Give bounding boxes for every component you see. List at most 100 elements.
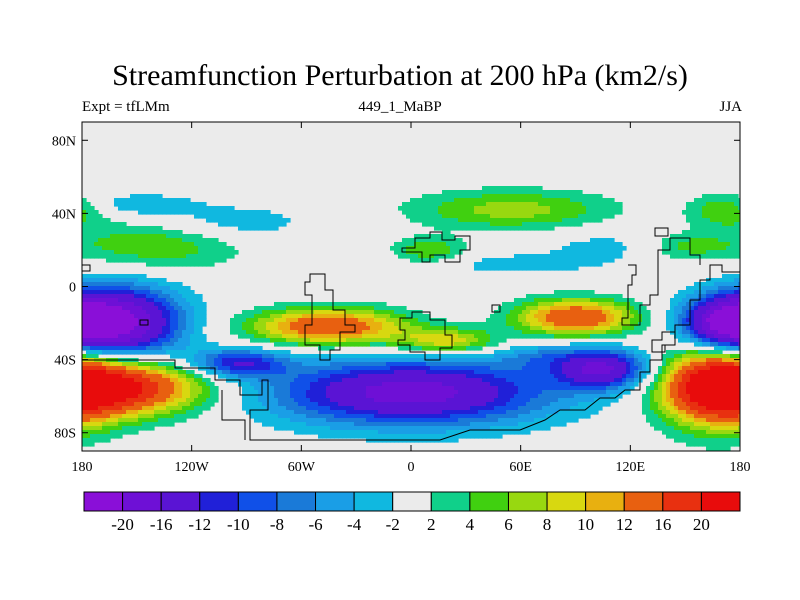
contour-cell xyxy=(378,334,383,339)
contour-cell xyxy=(102,286,107,291)
contour-cell xyxy=(446,338,451,343)
contour-cell xyxy=(126,346,131,351)
contour-cell xyxy=(506,390,511,395)
contour-cell xyxy=(250,210,255,215)
contour-cell xyxy=(426,422,431,427)
contour-cell xyxy=(554,310,559,315)
contour-cell xyxy=(506,218,511,223)
contour-cell xyxy=(306,398,311,403)
contour-cell xyxy=(298,326,303,331)
contour-cell xyxy=(506,314,511,319)
contour-cell xyxy=(506,334,511,339)
contour-cell xyxy=(270,422,275,427)
contour-cell xyxy=(154,330,159,335)
contour-cell xyxy=(530,366,535,371)
contour-cell xyxy=(414,314,419,319)
contour-cell xyxy=(354,358,359,363)
contour-cell xyxy=(126,426,131,431)
contour-cell xyxy=(538,410,543,415)
contour-cell xyxy=(354,322,359,327)
contour-cell xyxy=(222,366,227,371)
contour-cell xyxy=(538,186,543,191)
contour-cell xyxy=(558,390,563,395)
contour-cell xyxy=(182,390,187,395)
contour-cell xyxy=(250,318,255,323)
contour-cell xyxy=(94,398,99,403)
contour-cell xyxy=(122,342,127,347)
contour-cell xyxy=(482,418,487,423)
contour-cell xyxy=(134,274,139,279)
contour-cell xyxy=(510,186,515,191)
contour-cell xyxy=(414,426,419,431)
contour-cell xyxy=(118,306,123,311)
contour-cell xyxy=(126,370,131,375)
contour-cell xyxy=(118,426,123,431)
contour-cell xyxy=(414,218,419,223)
contour-cell xyxy=(114,242,119,247)
contour-cell xyxy=(442,234,447,239)
contour-cell xyxy=(90,222,95,227)
contour-cell xyxy=(510,226,515,231)
contour-cell xyxy=(282,406,287,411)
contour-cell xyxy=(370,330,375,335)
contour-cell xyxy=(534,226,539,231)
contour-cell xyxy=(86,254,91,259)
contour-cell xyxy=(318,334,323,339)
contour-cell xyxy=(502,422,507,427)
contour-cell xyxy=(326,366,331,371)
contour-cell xyxy=(326,402,331,407)
contour-cell xyxy=(570,258,575,263)
contour-cell xyxy=(82,306,87,311)
contour-cell xyxy=(462,422,467,427)
contour-cell xyxy=(402,254,407,259)
contour-cell xyxy=(518,390,523,395)
contour-cell xyxy=(162,418,167,423)
contour-cell xyxy=(146,234,151,239)
contour-cell xyxy=(186,286,191,291)
contour-cell xyxy=(398,254,403,259)
contour-cell xyxy=(190,410,195,415)
contour-cell xyxy=(430,346,435,351)
contour-cell xyxy=(86,218,91,223)
contour-cell xyxy=(110,370,115,375)
contour-cell xyxy=(310,354,315,359)
contour-cell xyxy=(482,186,487,191)
contour-cell xyxy=(130,406,135,411)
contour-cell xyxy=(82,222,87,227)
contour-cell xyxy=(458,362,463,367)
contour-cell xyxy=(242,390,247,395)
contour-cell xyxy=(562,266,567,271)
contour-cell xyxy=(454,382,459,387)
contour-cell xyxy=(334,386,339,391)
contour-cell xyxy=(546,266,551,271)
contour-cell xyxy=(554,222,559,227)
contour-cell xyxy=(142,286,147,291)
contour-cell xyxy=(410,322,415,327)
contour-cell xyxy=(558,290,563,295)
contour-cell xyxy=(502,202,507,207)
contour-cell xyxy=(286,402,291,407)
contour-cell xyxy=(546,370,551,375)
contour-cell xyxy=(562,394,567,399)
contour-cell xyxy=(546,306,551,311)
contour-cell xyxy=(454,190,459,195)
contour-cell xyxy=(146,394,151,399)
contour-cell xyxy=(574,250,579,255)
contour-cell xyxy=(294,326,299,331)
contour-cell xyxy=(382,354,387,359)
contour-cell xyxy=(198,410,203,415)
contour-cell xyxy=(398,354,403,359)
contour-cell xyxy=(570,310,575,315)
contour-cell xyxy=(570,414,575,419)
contour-cell xyxy=(82,346,87,351)
contour-cell xyxy=(542,226,547,231)
contour-cell xyxy=(134,238,139,243)
contour-cell xyxy=(138,230,143,235)
contour-cell xyxy=(98,274,103,279)
contour-cell xyxy=(174,326,179,331)
contour-cell xyxy=(302,370,307,375)
contour-cell xyxy=(526,422,531,427)
contour-cell xyxy=(254,210,259,215)
contour-cell xyxy=(118,374,123,379)
contour-cell xyxy=(510,426,515,431)
